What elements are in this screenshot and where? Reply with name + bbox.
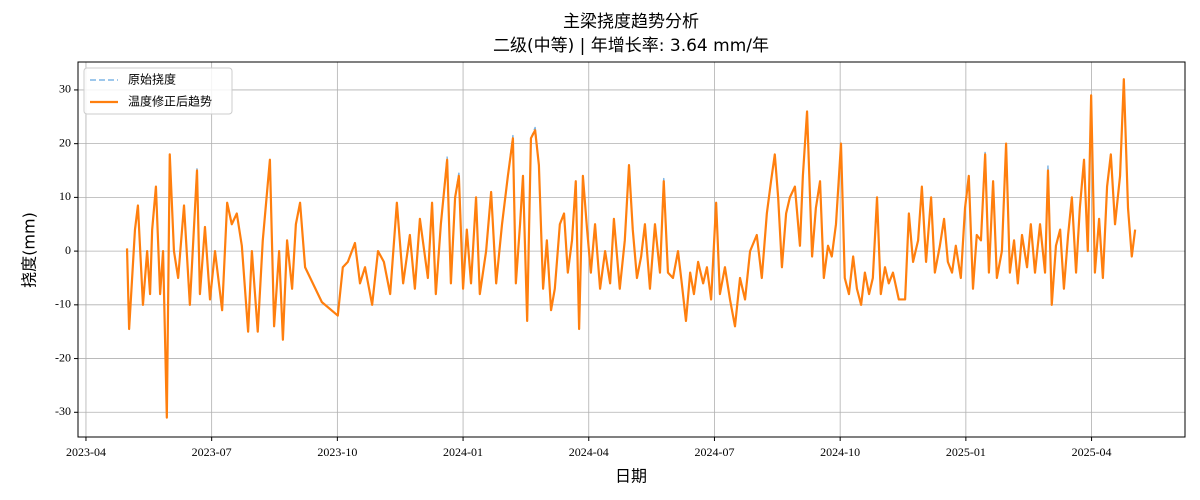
series-line bbox=[125, 78, 1137, 419]
chart-title: 主梁挠度趋势分析 bbox=[563, 12, 699, 32]
x-axis-label: 日期 bbox=[615, 467, 647, 486]
y-tick-label: -20 bbox=[55, 350, 71, 364]
y-tick-label: 0 bbox=[65, 243, 71, 257]
series-line bbox=[126, 78, 1136, 419]
y-tick-label: -10 bbox=[55, 297, 71, 311]
y-tick-label: 20 bbox=[59, 135, 71, 149]
y-tick-label: 30 bbox=[59, 82, 71, 96]
x-tick-label: 2024-10 bbox=[820, 445, 860, 459]
chart-subtitle: 二级(中等) | 年增长率: 3.64 mm/年 bbox=[493, 36, 769, 56]
x-tick-label: 2023-07 bbox=[192, 445, 232, 459]
x-tick-label: 2025-04 bbox=[1072, 445, 1112, 459]
y-tick-label: 10 bbox=[59, 189, 71, 203]
y-tick-label: -30 bbox=[55, 404, 71, 418]
x-tick-label: 2024-04 bbox=[569, 445, 609, 459]
legend-label: 原始挠度 bbox=[128, 72, 176, 87]
x-tick-label: 2024-01 bbox=[443, 445, 483, 459]
y-axis-label: 挠度(mm) bbox=[20, 212, 39, 288]
plot-frame bbox=[77, 61, 1186, 438]
x-tick-label: 2023-10 bbox=[317, 445, 357, 459]
x-tick-label: 2025-01 bbox=[946, 445, 986, 459]
legend-label: 温度修正后趋势 bbox=[128, 94, 212, 109]
x-tick-label: 2023-04 bbox=[66, 445, 106, 459]
x-tick-label: 2024-07 bbox=[694, 445, 734, 459]
legend-box bbox=[83, 67, 233, 115]
